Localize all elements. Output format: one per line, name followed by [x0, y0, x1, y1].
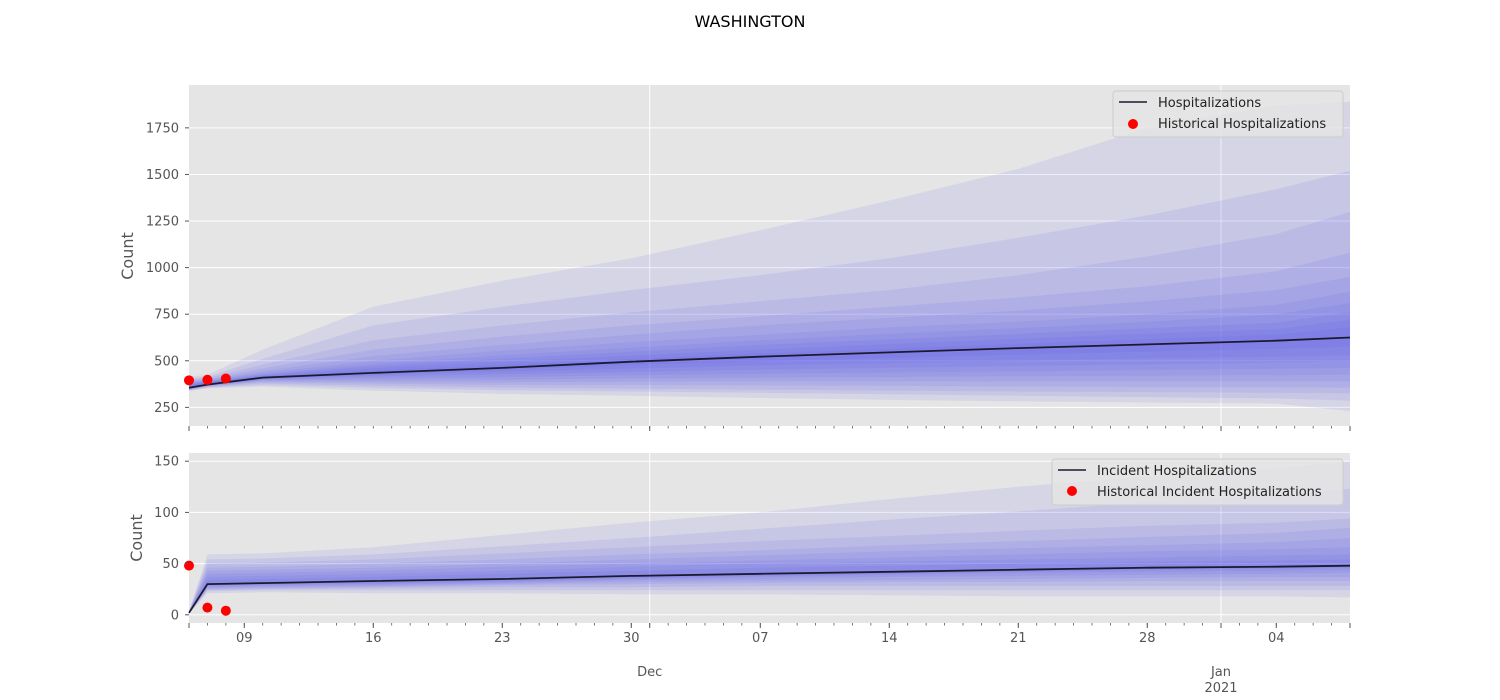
- bottom-legend-box: [1051, 458, 1344, 506]
- y-tick-label: 0: [171, 608, 179, 623]
- bottom-legend: Incident Hospitalizations Historical Inc…: [1051, 458, 1344, 506]
- uncertainty-band-8: [189, 559, 1350, 613]
- y-tick-label: 1750: [146, 121, 179, 136]
- median-line: [188, 564, 1351, 614]
- bottom-x-axis-ticks: 09 16 23 30 07 14 21 28 04: [188, 623, 1351, 646]
- y-tick-label: 50: [162, 557, 179, 572]
- uncertainty-band-3: [189, 211, 1350, 394]
- bottom-panel: 0 50 100 150 09 16 23 30 07 14 21 28 04 Count Incid…: [127, 453, 1351, 646]
- x-month-label: Dec: [637, 665, 662, 680]
- observed-point: [184, 560, 194, 571]
- top-legend-points-label: Historical Hospitalizations: [1158, 117, 1326, 132]
- top-legend-points-swatch: [1128, 119, 1138, 129]
- uncertainty-band-5: [189, 538, 1350, 613]
- uncertainty-band-6: [189, 547, 1350, 613]
- top-legend-line-label: Hospitalizations: [1158, 96, 1261, 111]
- x-year-label: 2021: [1204, 681, 1237, 696]
- bottom-y-axis-label: Count: [127, 514, 146, 562]
- top-y-axis-label: Count: [118, 232, 137, 280]
- y-tick-label: 1000: [146, 261, 179, 276]
- bottom-legend-line-label: Incident Hospitalizations: [1097, 464, 1257, 479]
- uncertainty-band-4: [189, 527, 1350, 614]
- bottom-legend-points-label: Historical Incident Hospitalizations: [1097, 485, 1322, 500]
- x-day-tick-label: 04: [1268, 631, 1285, 646]
- x-day-tick-label: 07: [752, 631, 769, 646]
- x-day-tick-label: 21: [1010, 631, 1027, 646]
- chart-title: WASHINGTON: [695, 12, 806, 31]
- uncertainty-band-4: [189, 252, 1350, 390]
- y-tick-label: 500: [154, 354, 179, 369]
- median-line: [188, 336, 1351, 389]
- y-tick-label: 1500: [146, 168, 179, 183]
- top-median-series: [188, 336, 1351, 389]
- uncertainty-band-3: [189, 518, 1350, 614]
- bottom-median-series: [188, 564, 1351, 614]
- x-day-tick-label: 23: [494, 631, 511, 646]
- top-x-axis-ticks: [188, 426, 1351, 431]
- uncertainty-band-2: [189, 170, 1350, 401]
- bottom-legend-points-swatch: [1067, 486, 1077, 496]
- observed-point: [184, 375, 194, 386]
- observed-point: [220, 605, 231, 616]
- top-observed-points: [184, 373, 231, 386]
- top-plot-background: [189, 85, 1350, 426]
- top-legend: Hospitalizations Historical Hospitalizat…: [1112, 90, 1344, 138]
- top-uncertainty-bands: [189, 101, 1350, 412]
- x-month-label: Jan: [1210, 665, 1231, 680]
- x-day-tick-label: 16: [365, 631, 382, 646]
- observed-point: [202, 374, 213, 385]
- uncertainty-band-9: [189, 319, 1350, 389]
- top-legend-box: [1112, 90, 1344, 138]
- observed-point: [202, 602, 213, 613]
- y-tick-label: 100: [154, 506, 179, 521]
- y-tick-label: 1250: [146, 215, 179, 230]
- uncertainty-band-7: [189, 303, 1350, 389]
- x-day-tick-label: 28: [1139, 631, 1156, 646]
- uncertainty-band-10: [189, 327, 1350, 388]
- uncertainty-band-1: [189, 101, 1350, 412]
- y-tick-label: 150: [154, 455, 179, 470]
- y-tick-label: 750: [154, 308, 179, 323]
- x-day-tick-label: 30: [623, 631, 640, 646]
- uncertainty-band-6: [189, 291, 1350, 390]
- bottom-uncertainty-bands: [189, 461, 1350, 614]
- bottom-y-axis-ticks: 0 50 100 150: [154, 455, 189, 623]
- uncertainty-band-2: [189, 488, 1350, 614]
- x-day-tick-label: 09: [236, 631, 253, 646]
- top-y-axis-ticks: 250 500 750 1000 1250 1500 1750: [146, 121, 189, 416]
- uncertainty-band-5: [189, 276, 1350, 390]
- observed-point: [220, 373, 231, 384]
- x-day-tick-label: 14: [881, 631, 898, 646]
- y-tick-label: 250: [154, 401, 179, 416]
- top-panel: 250 500 750 1000 1250 1500 1750 Count Hospital…: [118, 85, 1351, 431]
